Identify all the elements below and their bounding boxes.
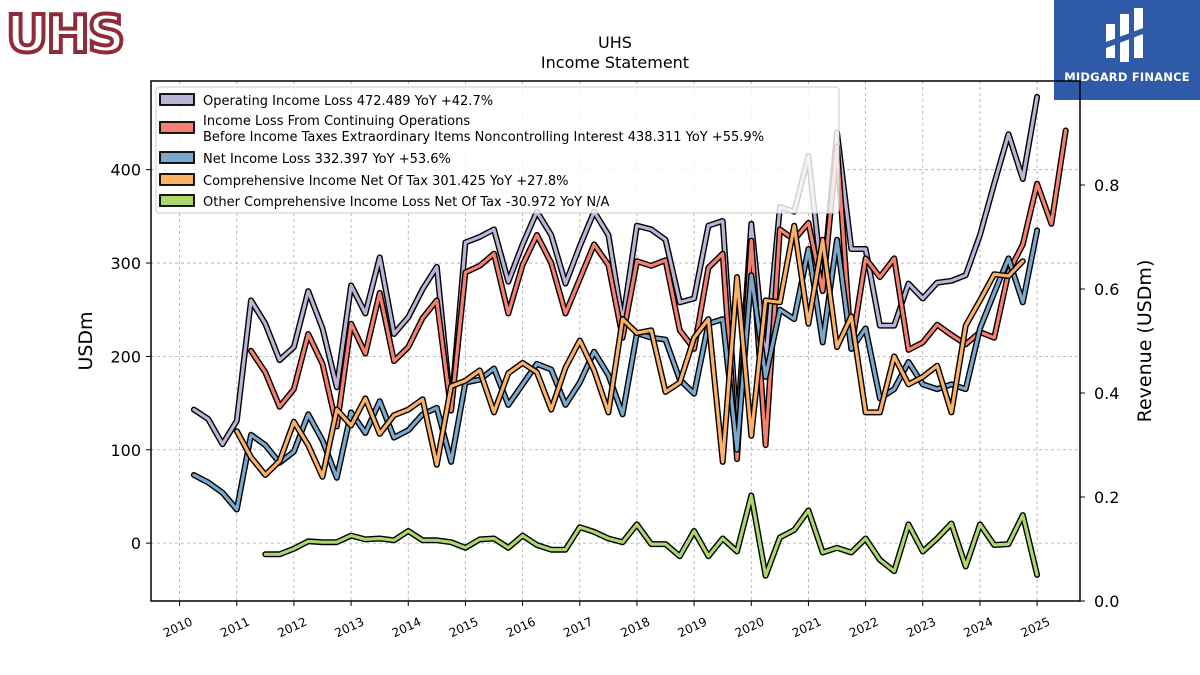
series-line (235, 224, 1025, 479)
legend-label: Before Income Taxes Extraordinary Items … (203, 130, 764, 145)
x-tick-label: 2022 (847, 615, 881, 641)
midgard-finance-logo: MIDGARD FINANCE (1054, 0, 1200, 100)
series-line (192, 95, 1039, 446)
y-axis-right-label: Revenue (USDm) (1134, 260, 1156, 423)
chart-title: UHS (598, 33, 632, 52)
y-axis-right: 0.0 0.2 0.4 0.6 0.8 (1080, 176, 1119, 611)
series-5 (262, 492, 1041, 579)
series-line (263, 493, 1039, 578)
legend-swatch (159, 194, 195, 207)
x-tick-label: 2012 (275, 615, 309, 641)
legend-label: Other Comprehensive Income Loss Net Of T… (203, 195, 609, 210)
x-tick-label: 2016 (504, 615, 538, 641)
legend-swatch (159, 121, 195, 134)
x-tick-label: 2019 (676, 615, 710, 641)
x-tick-label: 2020 (733, 615, 767, 641)
x-tick-label: 2013 (333, 615, 367, 641)
x-tick-label: 2018 (618, 615, 652, 641)
series-1 (190, 93, 1041, 448)
y-axis-label: USDm (75, 311, 97, 370)
series-4 (233, 222, 1026, 480)
uhs-logo: UHS (4, 3, 127, 67)
legend-swatch (159, 173, 195, 186)
legend-box (155, 86, 840, 214)
legend-label: Comprehensive Income Net Of Tax 301.425 … (203, 174, 568, 189)
y-right-tick-label: 0.4 (1094, 384, 1119, 403)
series-line (249, 128, 1068, 461)
legend-label: Net Income Loss 332.397 YoY +53.6% (203, 152, 451, 167)
x-tick-label: 2011 (218, 615, 252, 641)
legend-swatch (159, 151, 195, 164)
series-2 (248, 127, 1069, 463)
legend: Operating Income Loss 472.489 YoY +42.7%… (155, 86, 840, 214)
series-lines (190, 93, 1069, 579)
legend-swatch (159, 93, 195, 106)
y-tick-label: 100 (110, 441, 141, 460)
x-tick-label: 2023 (904, 615, 938, 641)
series-line (192, 228, 1039, 512)
series-line-outline (262, 492, 1041, 579)
x-tick-label: 2010 (161, 615, 195, 641)
x-tick-label: 2025 (1019, 615, 1053, 641)
x-tick-label: 2021 (790, 615, 824, 641)
plot-area-frame (150, 80, 1081, 602)
x-tick-label: 2015 (447, 615, 481, 641)
y-right-tick-label: 0.8 (1094, 176, 1119, 195)
series-3 (190, 227, 1041, 513)
y-tick-label: 400 (110, 161, 141, 180)
y-tick-label: 0 (131, 534, 141, 553)
uhs-logo-text: UHS (6, 5, 123, 60)
y-right-tick-label: 0.0 (1094, 592, 1119, 611)
y-tick-label: 300 (110, 254, 141, 273)
x-tick-label: 2014 (390, 615, 424, 641)
midgard-finance-text: MIDGARD FINANCE (1064, 70, 1190, 84)
x-axis: 2010 2011 2012 2013 2014 2015 2016 2017 2018 2019… (161, 601, 1052, 640)
legend-label: Income Loss From Continuing Operations (203, 114, 470, 129)
y-right-tick-label: 0.6 (1094, 280, 1119, 299)
y-axis-left: 0 100 200 300 400 (110, 161, 151, 553)
x-tick-label: 2024 (961, 615, 995, 641)
x-tick-label: 2017 (561, 615, 595, 641)
chart-subtitle: Income Statement (541, 53, 689, 72)
legend-label: Operating Income Loss 472.489 YoY +42.7% (203, 94, 493, 109)
y-right-tick-label: 0.2 (1094, 488, 1119, 507)
midgard-emblem-icon (1106, 8, 1143, 62)
y-tick-label: 200 (110, 347, 141, 366)
